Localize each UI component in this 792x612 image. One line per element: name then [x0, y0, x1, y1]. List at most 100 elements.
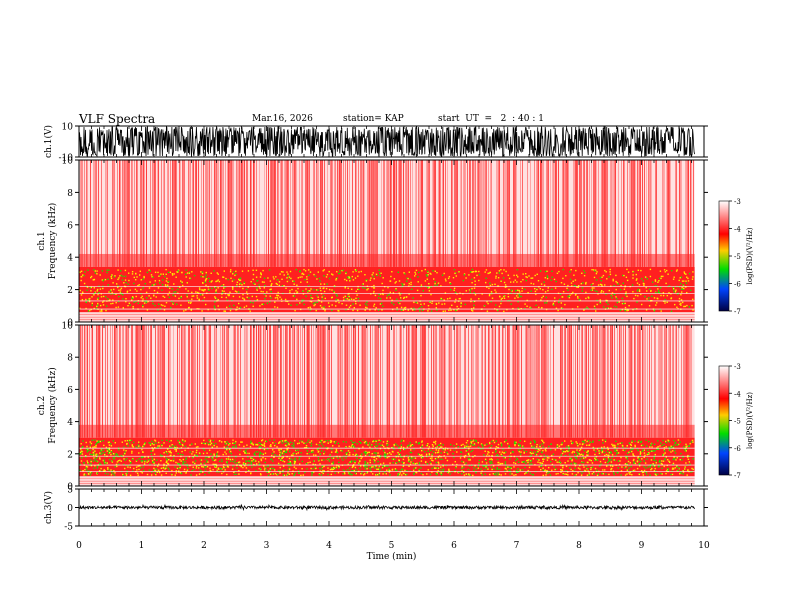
spectrogram-speck [87, 449, 89, 452]
spectrogram-speck [633, 461, 636, 463]
spectrogram-speck [489, 460, 491, 463]
spectrogram-speck [172, 458, 175, 460]
spectrogram-speck [177, 270, 179, 272]
spectrogram-speck [175, 461, 177, 464]
spectrogram-column [142, 325, 143, 438]
spectrogram-speck [508, 445, 510, 447]
spectrogram-speck [270, 444, 272, 446]
spectrogram-speck [628, 472, 630, 474]
spectrogram-speck [463, 456, 466, 459]
spectrogram-speck [195, 474, 198, 476]
spectrogram-speck [167, 463, 170, 465]
spectrogram-speck [430, 286, 432, 288]
spectrogram-speck [342, 473, 344, 475]
spectrogram-column [632, 160, 633, 267]
spectrogram-speck [374, 294, 377, 297]
spectrogram-column [157, 160, 158, 267]
spectrogram-speck [276, 296, 278, 299]
spectrogram-column [373, 160, 374, 267]
spectrogram-speck [188, 456, 191, 458]
spectrogram-column [278, 325, 279, 438]
spectrogram-speck [337, 309, 339, 312]
spectrogram-speck [171, 288, 174, 290]
spectrogram-speck [204, 443, 206, 445]
spectrogram-speck [168, 450, 170, 453]
spectrogram-speck [227, 294, 229, 296]
spectrogram-speck [407, 309, 409, 311]
spectrogram-speck [125, 450, 127, 452]
spectrogram-column [439, 160, 440, 267]
spectrogram-column [383, 160, 384, 267]
spectrogram-speck [497, 277, 500, 279]
spectrogram-speck [605, 453, 608, 456]
spectrogram-speck [286, 456, 288, 458]
spectrogram-speck [266, 302, 269, 304]
spectrogram-column [378, 325, 379, 438]
spectrogram-speck [130, 462, 132, 464]
spectrogram-column [477, 160, 478, 267]
spectrogram-speck [221, 468, 223, 470]
spectrogram-speck [434, 440, 437, 443]
spectrogram-speck [138, 441, 140, 443]
spectrogram-speck [491, 297, 494, 299]
spectrogram-speck [284, 441, 286, 443]
spectrogram-speck [127, 466, 129, 468]
spectrogram-column [655, 325, 656, 438]
spectrogram-speck [434, 282, 436, 285]
spectrogram-speck [550, 279, 552, 281]
spectrogram-column [648, 160, 649, 267]
spectrogram-column [372, 325, 373, 438]
spectrogram-speck [475, 472, 477, 474]
spectrogram-speck [107, 278, 109, 280]
spectrogram-speck [243, 450, 245, 452]
spectrogram-speck [401, 286, 403, 288]
spectrogram-column [445, 325, 446, 438]
spectrogram-speck [123, 282, 125, 284]
spectrogram-speck [665, 472, 667, 475]
spectrogram-speck [415, 269, 418, 271]
spectrogram-speck [154, 283, 156, 285]
spectrogram-speck [568, 295, 570, 297]
spectrogram-speck [367, 288, 369, 290]
spectrogram-speck [596, 303, 598, 306]
spectrogram-speck [235, 446, 237, 448]
spectrogram-column [309, 325, 310, 438]
spectrogram-speck [540, 299, 542, 301]
spectrogram-column [85, 325, 86, 438]
spectrogram-column [603, 325, 604, 438]
spectrogram-speck [205, 284, 207, 286]
spectrogram-column [352, 160, 353, 267]
spectrogram-speck [628, 451, 630, 454]
spectrogram-speck [628, 305, 630, 307]
spectrogram-speck [114, 466, 116, 468]
spectrogram-column [245, 325, 246, 438]
spectrogram-column [473, 325, 474, 438]
spectrogram-column [342, 325, 343, 438]
spectrogram-speck [417, 276, 419, 278]
spectrogram-speck [149, 444, 152, 446]
spectrogram-speck [516, 457, 518, 460]
spectrogram-column [82, 325, 83, 438]
spectrogram-speck [94, 459, 97, 462]
spectrogram-speck [132, 296, 134, 298]
spectrogram-speck [665, 282, 667, 285]
spectrogram-speck [497, 309, 499, 312]
spectrogram-speck [631, 474, 633, 476]
spectrogram-speck [135, 466, 138, 468]
spectrogram-speck [352, 303, 354, 305]
spectrogram-speck [574, 294, 577, 296]
spectrogram-speck [365, 452, 367, 454]
spectrogram-column [620, 325, 621, 438]
spectrogram-speck [79, 469, 81, 471]
spectrogram-speck [146, 271, 149, 274]
spectrogram-speck [465, 454, 467, 457]
spectrogram-speck [587, 450, 589, 452]
spectrogram-speck [443, 451, 446, 453]
spectrogram-speck [434, 270, 436, 272]
spectrogram-speck [640, 452, 642, 454]
spectrogram-speck [308, 269, 310, 271]
spectrogram-speck [307, 462, 309, 464]
spectrogram-speck [227, 444, 230, 446]
spectrogram-speck [289, 279, 291, 281]
spectrogram-speck [555, 280, 557, 283]
